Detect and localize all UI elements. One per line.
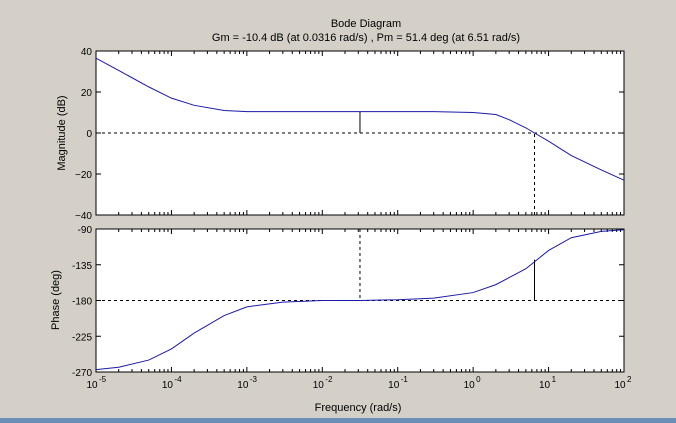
x-tick-exponent: 1 <box>552 375 557 384</box>
y-tick-label: −20 <box>75 170 92 181</box>
x-tick-base: 10 <box>237 380 249 391</box>
magnitude-series <box>95 57 625 181</box>
window-bottom-bar <box>0 418 676 423</box>
y-tick-label: -90 <box>78 225 93 236</box>
x-tick-label: 102 <box>614 375 632 391</box>
y-tick-label: 0 <box>86 129 92 140</box>
phase-axes: -90-135-180-225-270 10-510-410-310-210-1… <box>50 225 632 414</box>
x-tick-base: 10 <box>388 380 400 391</box>
x-tick-base: 10 <box>614 380 626 391</box>
magnitude-ylabel: Magnitude (dB) <box>56 95 68 170</box>
y-tick-label: -135 <box>72 261 92 272</box>
x-tick-base: 10 <box>464 380 476 391</box>
series-line <box>95 57 625 181</box>
chart-subtitle: Gm = -10.4 dB (at 0.0316 rad/s) , Pm = 5… <box>212 32 520 44</box>
x-tick-exponent: -2 <box>325 375 333 384</box>
y-tick-label: 40 <box>81 47 93 58</box>
phase-ytick-labels: -90 -135 -180 -225 -270 <box>72 225 92 379</box>
x-tick-label: 10-2 <box>313 375 333 391</box>
x-tick-label: 101 <box>539 375 557 391</box>
phase-ylabel: Phase (deg) <box>50 270 62 330</box>
phase-ticks <box>95 228 625 373</box>
y-tick-label: -225 <box>72 332 92 343</box>
x-tick-base: 10 <box>86 380 98 391</box>
y-tick-label: 20 <box>81 88 93 99</box>
x-tick-base: 10 <box>539 380 551 391</box>
x-tick-label: 10-4 <box>162 375 182 391</box>
magnitude-ytick-labels: 40 20 0 −20 −40 <box>75 47 92 222</box>
x-tick-exponent: -3 <box>250 375 258 384</box>
y-tick-label: −40 <box>75 211 92 222</box>
x-tick-exponent: -4 <box>174 375 182 384</box>
x-tick-exponent: 0 <box>476 375 481 384</box>
y-tick-label: -270 <box>72 368 92 379</box>
x-tick-exponent: -1 <box>401 375 409 384</box>
series-line <box>95 229 625 371</box>
x-tick-label: 10-5 <box>86 375 106 391</box>
x-tick-label: 100 <box>464 375 482 391</box>
x-tick-exponent: 2 <box>627 375 632 384</box>
phase-series <box>95 229 625 371</box>
magnitude-margin-markers <box>359 111 536 215</box>
x-tick-base: 10 <box>313 380 325 391</box>
frequency-xlabel: Frequency (rad/s) <box>315 402 402 414</box>
phase-margin-markers <box>359 229 536 301</box>
y-tick-label: -180 <box>72 297 92 308</box>
x-tick-label: 10-3 <box>237 375 257 391</box>
magnitude-ticks <box>95 50 625 216</box>
x-tick-base: 10 <box>162 380 174 391</box>
magnitude-axes: 40 20 0 −20 −40 Magnitude (dB) <box>56 47 625 222</box>
x-tick-label: 10-1 <box>388 375 408 391</box>
x-tick-exponent: -5 <box>99 375 107 384</box>
chart-title: Bode Diagram <box>331 18 401 30</box>
